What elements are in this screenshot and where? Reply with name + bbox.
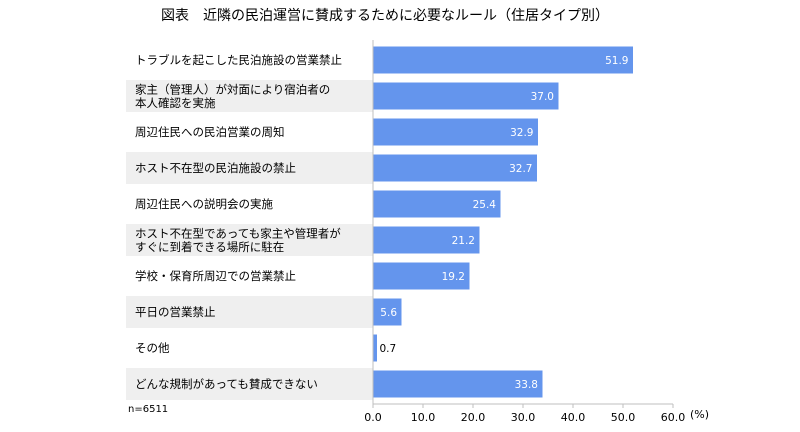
category-label: 学校・保育所周辺での営業禁止 (135, 269, 296, 283)
category-label: 平日の営業禁止 (135, 305, 216, 319)
chart-title: 図表 近隣の民泊運営に賛成するために必要なルール（住居タイプ別） (161, 8, 609, 24)
value-labels: 51.9 37.0 32.9 32.7 25.4 21.2 19.2 5.6 0.7 33.8 (380, 55, 629, 391)
x-tick-label: 50.0 (611, 411, 636, 424)
x-tick-label: 0.0 (364, 411, 382, 424)
label-band (126, 296, 373, 328)
bar (373, 82, 559, 110)
bar (373, 190, 501, 218)
category-label: その他 (135, 341, 170, 355)
label-band (126, 224, 373, 256)
value-label: 51.9 (605, 55, 628, 67)
category-labels: トラブルを起こした民泊施設の営業禁止家主（管理人）が対面により宿泊者の本人確認を… (135, 53, 342, 391)
value-label: 0.7 (380, 343, 397, 355)
category-label: ホスト不在型であっても家主や管理者がすぐに到着できる場所に駐在 (135, 226, 341, 254)
value-label: 25.4 (473, 199, 497, 211)
bar (373, 154, 537, 182)
label-band (126, 368, 373, 400)
category-label: ホスト不在型の民泊施設の禁止 (135, 161, 296, 175)
bar (373, 370, 543, 398)
value-label: 37.0 (531, 91, 554, 103)
value-label: 32.9 (510, 127, 533, 139)
x-axis-unit: (%) (690, 408, 709, 421)
category-label: 周辺住民への説明会の実施 (135, 197, 273, 211)
x-tick-label: 30.0 (511, 411, 536, 424)
category-label: 家主（管理人）が対面により宿泊者の本人確認を実施 (135, 82, 330, 110)
x-tick-label: 60.0 (661, 411, 686, 424)
x-tick-label: 40.0 (561, 411, 586, 424)
value-label: 5.6 (380, 307, 397, 319)
bar (373, 298, 402, 326)
value-label: 19.2 (442, 271, 465, 283)
bar (373, 262, 470, 290)
category-label: トラブルを起こした民泊施設の営業禁止 (135, 53, 342, 67)
label-band (126, 80, 373, 112)
label-bands (126, 80, 373, 400)
bar (373, 334, 377, 362)
value-label: 33.8 (515, 379, 538, 391)
bars (373, 46, 633, 398)
value-label: 21.2 (452, 235, 475, 247)
x-tick-label: 10.0 (411, 411, 436, 424)
bar (373, 118, 538, 146)
label-band (126, 152, 373, 184)
bar (373, 226, 480, 254)
x-tick-label: 20.0 (461, 411, 486, 424)
bar (373, 46, 633, 74)
sample-size-note: n=6511 (128, 404, 168, 415)
x-axis: 0.0 10.0 20.0 30.0 40.0 50.0 60.0 (364, 40, 685, 424)
category-label: 周辺住民への民泊営業の周知 (135, 125, 285, 139)
category-label: どんな規制があっても賛成できない (135, 377, 318, 391)
value-label: 32.7 (509, 163, 532, 175)
